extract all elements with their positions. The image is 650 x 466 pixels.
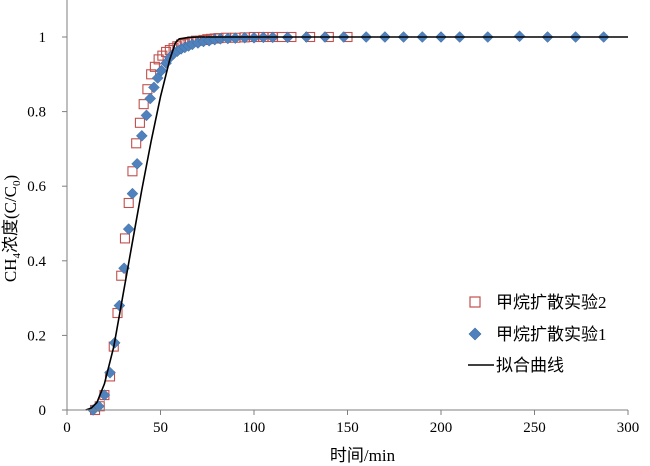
axes xyxy=(66,0,628,411)
y-tick-label: 0 xyxy=(39,403,47,419)
data-point-series-2 xyxy=(123,197,134,209)
y-axis-title-sub2: 0 xyxy=(11,180,23,186)
x-axis-title: 时间/min xyxy=(330,446,396,465)
y-axis-title-mid: 浓度(C/C xyxy=(1,186,20,253)
data-point-series-1 xyxy=(126,187,139,200)
data-point-series-1 xyxy=(131,157,143,170)
data-point-series-2 xyxy=(119,233,131,244)
x-tick-label: 250 xyxy=(523,420,546,436)
data-point-series-2 xyxy=(138,99,149,110)
data-point-series-1 xyxy=(140,109,153,122)
y-tick-label: 0.8 xyxy=(27,105,46,121)
legend-label-series-2: 甲烷扩散实验2 xyxy=(496,293,607,312)
plot-marks xyxy=(85,30,628,416)
data-point-series-2 xyxy=(134,117,145,128)
x-tick-label: 100 xyxy=(243,420,266,436)
axis-ticks: 0 50 100 150 200 250 300 0 0.2 0.4 0.6 0.8 1 xyxy=(27,30,639,436)
y-tick-label: 0.4 xyxy=(27,254,46,270)
data-point-series-2 xyxy=(153,54,164,65)
data-point-series-1 xyxy=(135,129,148,142)
x-tick-label: 50 xyxy=(153,420,168,436)
y-tick-label: 0.6 xyxy=(27,179,46,195)
legend-label-series-1: 甲烷扩散实验1 xyxy=(496,325,607,344)
y-axis-title-suffix: ) xyxy=(1,175,20,181)
y-tick-label: 1 xyxy=(39,30,47,46)
fit-curve-line xyxy=(85,36,628,411)
legend-label-fit-curve: 拟合曲线 xyxy=(496,356,564,375)
x-tick-label: 300 xyxy=(617,420,640,436)
x-tick-label: 150 xyxy=(336,420,359,436)
data-point-series-2 xyxy=(131,138,142,149)
legend-marker-series-2-square xyxy=(469,296,481,308)
data-point-series-2 xyxy=(127,166,138,177)
y-axis-title: CH4浓度(C/C0) xyxy=(1,175,23,282)
y-tick-label: 0.2 xyxy=(27,328,46,344)
data-point-series-1 xyxy=(122,223,135,235)
y-axis-title-prefix: CH xyxy=(1,259,20,283)
x-tick-label: 0 xyxy=(63,420,71,436)
data-point-series-1 xyxy=(148,81,160,94)
y-axis-title-sub1: 4 xyxy=(11,253,23,259)
legend: 甲烷扩散实验2 甲烷扩散实验1 拟合曲线 xyxy=(468,293,607,375)
data-point-series-1 xyxy=(155,64,168,77)
x-tick-label: 200 xyxy=(430,420,453,436)
legend-marker-series-1-diamond xyxy=(468,327,482,341)
data-point-series-1 xyxy=(113,299,126,312)
data-point-series-1 xyxy=(144,92,157,105)
